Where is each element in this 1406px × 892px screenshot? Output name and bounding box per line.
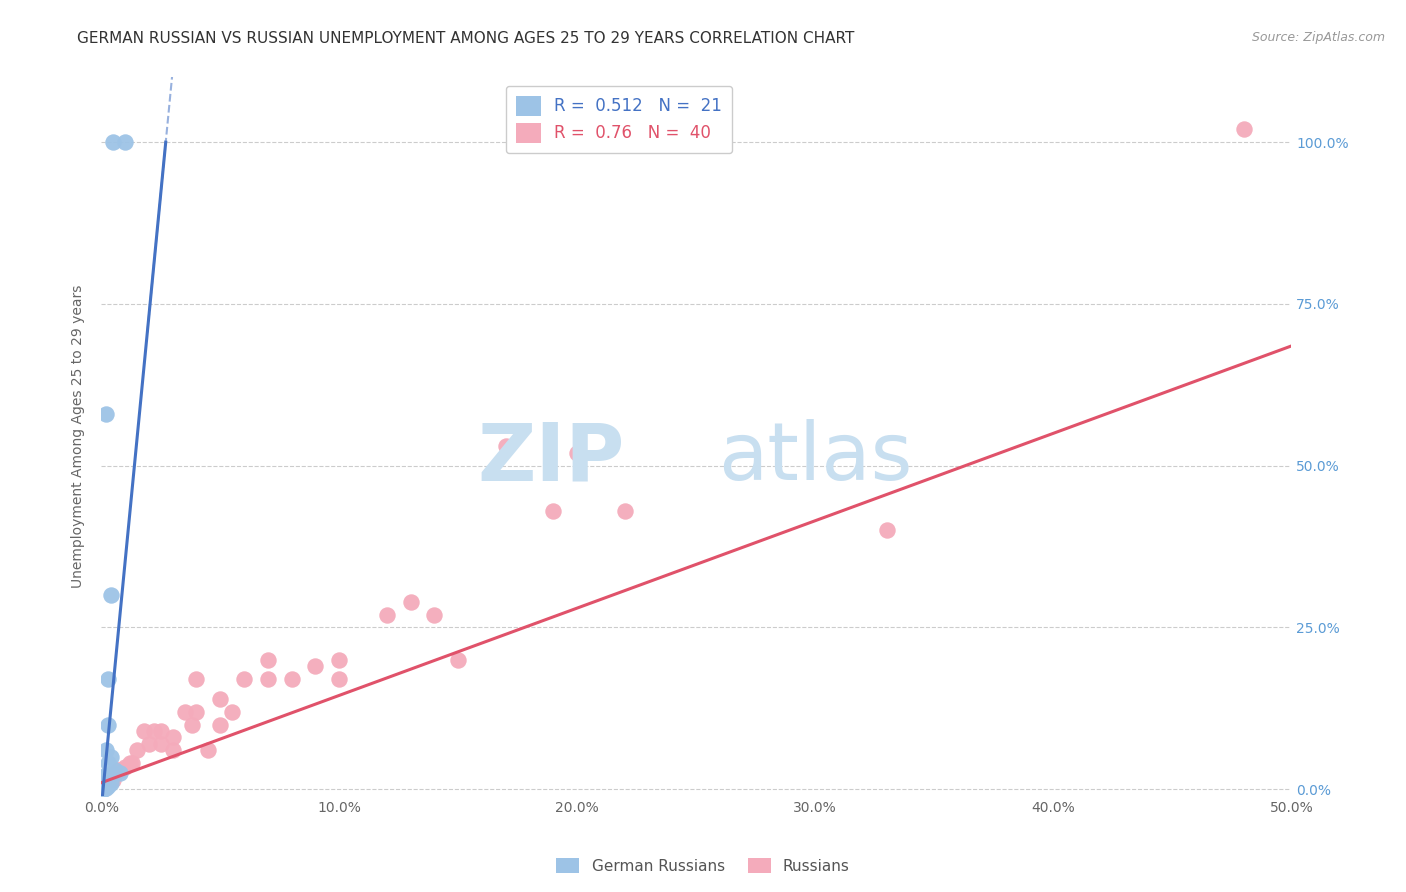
Point (94, 769, 117, 783)
Point (613, 504, 636, 518)
Point (304, 659, 326, 673)
Point (328, 653, 350, 667)
Point (104, 763, 127, 777)
Point (567, 446, 589, 460)
Point (132, 723, 155, 738)
Point (125, 743, 148, 757)
Point (114, 135, 136, 149)
Legend: German Russians, Russians: German Russians, Russians (550, 852, 856, 880)
Point (104, 766, 127, 780)
Point (280, 672, 302, 686)
Point (186, 672, 208, 686)
Text: atlas: atlas (718, 419, 912, 497)
Point (149, 723, 172, 738)
Point (93, 777, 115, 791)
Point (495, 439, 517, 453)
Point (94, 407, 117, 421)
Point (101, 135, 124, 149)
Y-axis label: Unemployment Among Ages 25 to 29 years: Unemployment Among Ages 25 to 29 years (72, 285, 86, 588)
Point (399, 594, 422, 608)
Point (100, 750, 122, 764)
Point (149, 737, 172, 751)
Point (138, 737, 160, 751)
Point (100, 588, 122, 602)
Point (101, 772, 124, 787)
Point (447, 653, 470, 667)
Point (110, 763, 132, 777)
Point (209, 717, 232, 731)
Text: Source: ZipAtlas.com: Source: ZipAtlas.com (1251, 31, 1385, 45)
Point (221, 705, 243, 719)
Point (94, 780, 117, 795)
Point (233, 672, 256, 686)
Point (97, 779, 120, 793)
Point (180, 717, 202, 731)
Point (107, 763, 129, 777)
Point (97, 672, 120, 686)
Point (93, 769, 115, 783)
Point (162, 743, 184, 757)
Point (328, 672, 350, 686)
Point (93, 780, 115, 795)
Legend: R =  0.512   N =  21, R =  0.76   N =  40: R = 0.512 N = 21, R = 0.76 N = 40 (506, 86, 733, 153)
Point (423, 607, 446, 622)
Point (114, 759, 136, 773)
Point (110, 766, 132, 780)
Point (97, 756, 120, 771)
Point (256, 653, 278, 667)
Point (94, 743, 117, 757)
Point (197, 743, 219, 757)
Point (375, 607, 398, 622)
Point (121, 756, 143, 771)
Point (162, 731, 184, 745)
Point (100, 776, 122, 790)
Point (209, 691, 232, 706)
Point (543, 504, 565, 518)
Point (876, 524, 898, 538)
Point (1233, 122, 1256, 136)
Point (94, 779, 117, 793)
Text: ZIP: ZIP (478, 419, 624, 497)
Point (93, 781, 115, 796)
Point (118, 756, 141, 771)
Point (142, 723, 165, 738)
Point (97, 717, 120, 731)
Point (173, 705, 195, 719)
Text: GERMAN RUSSIAN VS RUSSIAN UNEMPLOYMENT AMONG AGES 25 TO 29 YEARS CORRELATION CHA: GERMAN RUSSIAN VS RUSSIAN UNEMPLOYMENT A… (77, 31, 855, 46)
Point (186, 705, 208, 719)
Point (97, 772, 120, 787)
Point (256, 672, 278, 686)
